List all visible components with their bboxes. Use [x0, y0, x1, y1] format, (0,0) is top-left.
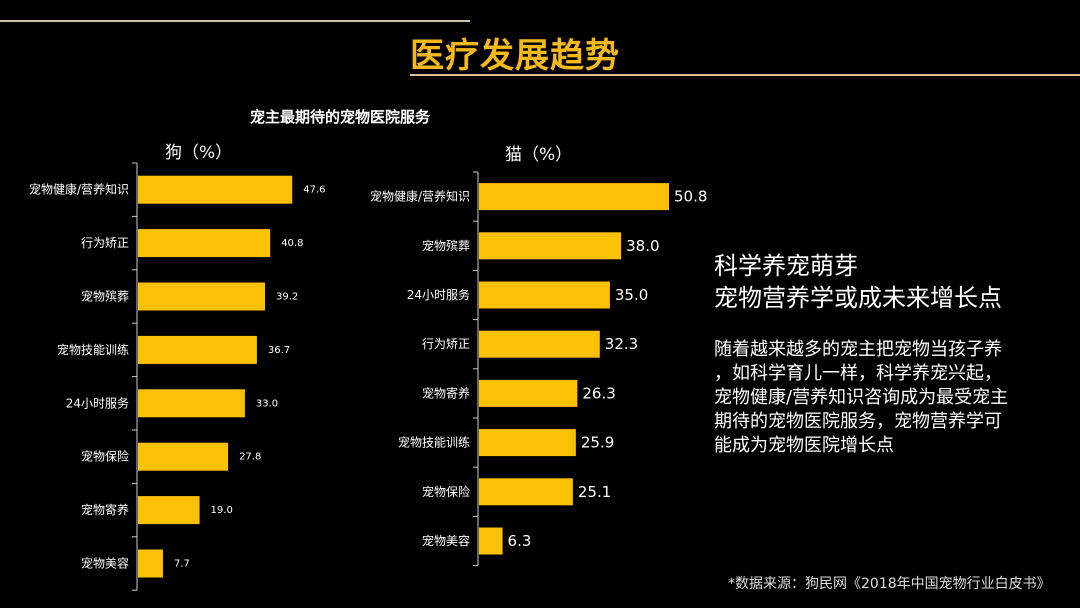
cat-value-label: 32.3 [605, 335, 638, 353]
dog-value-label: 33.0 [256, 398, 278, 409]
insight-body: 随着越来越多的宠主把宠物当孩子养 ，如科学育儿一样，科学养宠兴起， 宠物健康/营… [714, 338, 1008, 458]
cat-value-label: 6.3 [508, 532, 532, 550]
dog-category-label: 行为矫正 [81, 235, 129, 250]
headline-line: 科学养宠萌芽 [714, 252, 858, 280]
cat-category-label: 宠物技能训练 [398, 435, 470, 450]
cat-value-label: 35.0 [615, 286, 648, 304]
body-line: 宠物健康/营养知识咨询成为最受宠主 [714, 387, 1009, 408]
top-divider [0, 20, 470, 22]
cat-value-label: 50.8 [674, 188, 707, 206]
cat-category-label: 宠物健康/营养知识 [370, 189, 470, 204]
headline-line: 宠物营养学或成未来增长点 [714, 284, 1002, 312]
cat-bar [479, 232, 622, 260]
dog-value-label: 39.2 [276, 292, 298, 303]
cat-category-label: 宠物保险 [422, 484, 470, 499]
dog-value-label: 7.7 [174, 559, 190, 570]
cat-category-label: 24小时服务 [407, 287, 470, 302]
dog-value-label: 47.6 [303, 185, 325, 196]
dog-category-label: 宠物殡葬 [81, 289, 129, 304]
chart-subtitle: 宠主最期待的宠物医院服务 [250, 108, 431, 126]
cat-bar [479, 429, 576, 457]
cat-value-label: 38.0 [626, 237, 659, 255]
cat-value-label: 25.1 [578, 483, 611, 501]
dog-bar [138, 335, 257, 364]
cat-bar [479, 330, 600, 358]
cat-value-label: 25.9 [581, 434, 614, 452]
cat-bar [479, 379, 578, 407]
title-underline [410, 74, 1080, 76]
dog-bar [138, 389, 245, 418]
body-line: 随着越来越多的宠主把宠物当孩子养 [714, 339, 1002, 360]
dog-bar [138, 282, 266, 311]
dog-category-label: 宠物健康/营养知识 [29, 182, 129, 197]
cat-category-label: 行为矫正 [422, 336, 470, 351]
dog-value-label: 19.0 [211, 505, 233, 516]
cat-category-label: 宠物寄养 [422, 385, 470, 400]
insight-headline: 科学养宠萌芽 宠物营养学或成未来增长点 [714, 250, 1002, 314]
dog-category-label: 宠物寄养 [81, 502, 129, 517]
cat-chart-title: 猫（%） [505, 145, 573, 165]
cat-category-label: 宠物殡葬 [422, 238, 470, 253]
dog-value-label: 40.8 [281, 238, 303, 249]
cat-value-label: 26.3 [582, 384, 615, 402]
dog-bar [138, 229, 271, 258]
dog-category-label: 宠物美容 [81, 556, 129, 571]
cat-bar [479, 183, 669, 211]
body-line: ，如科学育儿一样，科学养宠兴起， [714, 363, 1002, 384]
cat-bar [479, 527, 503, 555]
dog-category-label: 24小时服务 [66, 395, 129, 410]
dog-bar [138, 442, 229, 471]
cat-bar [479, 281, 610, 309]
dog-chart-title: 狗（%） [165, 143, 233, 163]
dog-bar [138, 175, 293, 204]
dog-value-label: 36.7 [268, 345, 290, 356]
cat-bar [479, 478, 573, 506]
dog-bar [138, 549, 163, 578]
page-title: 医疗发展趋势 [410, 36, 620, 76]
body-line: 能成为宠物医院增长点 [714, 435, 894, 456]
dog-bar [138, 496, 200, 525]
body-line: 期待的宠物医院服务，宠物营养学可 [714, 411, 1002, 432]
data-source-note: *数据来源：狗民网《2018年中国宠物行业白皮书》 [728, 576, 1051, 592]
cat-category-label: 宠物美容 [422, 533, 470, 548]
dog-category-label: 宠物技能训练 [57, 342, 129, 357]
dog-category-label: 宠物保险 [81, 449, 129, 464]
dog-value-label: 27.8 [239, 452, 261, 463]
